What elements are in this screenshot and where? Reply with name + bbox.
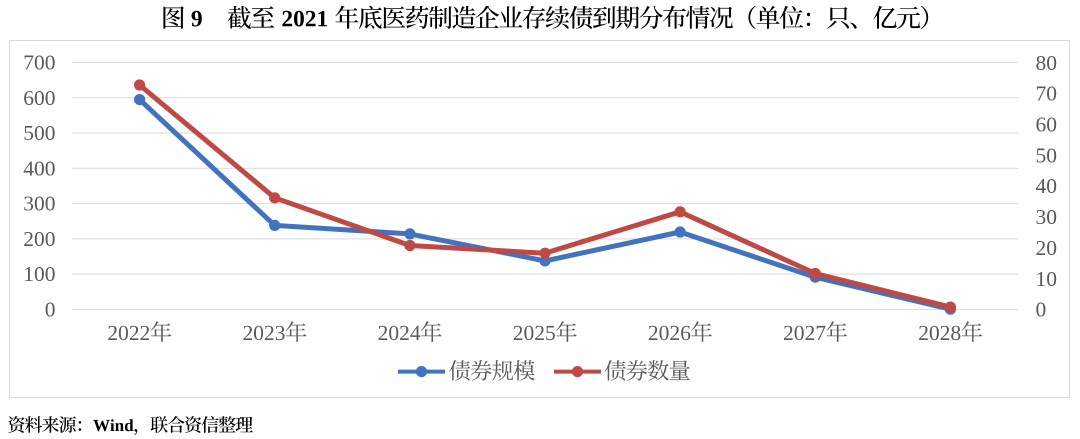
svg-text:700: 700 [23, 51, 55, 75]
svg-text:400: 400 [23, 156, 55, 180]
svg-text:600: 600 [23, 86, 55, 110]
svg-text:500: 500 [23, 121, 55, 145]
svg-text:0: 0 [1036, 298, 1047, 322]
svg-text:300: 300 [23, 192, 55, 216]
svg-text:0: 0 [45, 297, 56, 321]
svg-text:70: 70 [1036, 82, 1058, 106]
svg-text:20: 20 [1036, 236, 1058, 260]
svg-text:30: 30 [1036, 205, 1058, 229]
svg-text:80: 80 [1036, 51, 1058, 75]
svg-text:50: 50 [1036, 143, 1058, 167]
svg-text:10: 10 [1036, 267, 1058, 291]
svg-text:100: 100 [23, 262, 55, 286]
svg-text:40: 40 [1036, 174, 1058, 198]
svg-text:60: 60 [1036, 113, 1058, 137]
svg-text:200: 200 [23, 227, 55, 251]
